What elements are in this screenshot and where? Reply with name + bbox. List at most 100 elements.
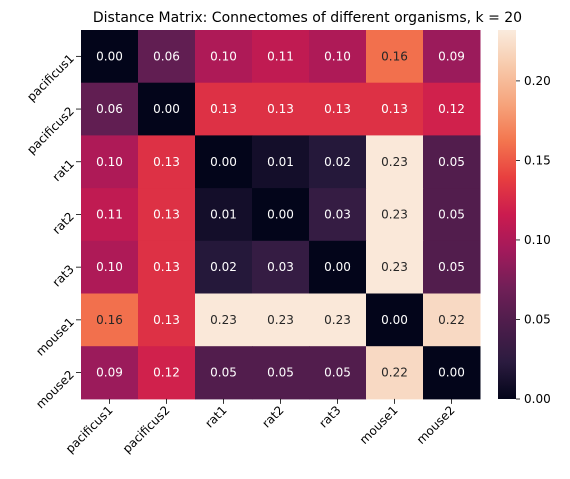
heatmap-cell <box>423 188 481 242</box>
heatmap-cell <box>309 293 367 347</box>
cell-value-label: 0.05 <box>438 207 465 221</box>
cell-value-label: 0.22 <box>438 313 465 327</box>
heatmap-cell <box>366 240 424 294</box>
cell-value-label: 0.23 <box>324 313 351 327</box>
heatmap-cell <box>195 135 253 189</box>
cell-value-label: 0.01 <box>210 207 237 221</box>
row-tick-label: mouse1 <box>33 315 77 359</box>
cell-value-label: 0.00 <box>153 102 180 116</box>
chart-title: Distance Matrix: Connectomes of differen… <box>93 10 522 26</box>
heatmap-cell <box>366 30 424 84</box>
cell-value-label: 0.13 <box>153 207 180 221</box>
heatmap-cell <box>309 240 367 294</box>
row-tick-label: pacificus1 <box>24 51 77 104</box>
cell-value-label: 0.13 <box>324 102 351 116</box>
row-tick-label: rat3 <box>50 262 77 289</box>
heatmap-cell <box>423 30 481 84</box>
cell-value-label: 0.10 <box>96 260 123 274</box>
cell-value-label: 0.12 <box>153 366 180 380</box>
heatmap-cell <box>138 82 196 136</box>
cell-value-label: 0.16 <box>96 313 123 327</box>
heatmap-cell <box>81 135 139 189</box>
heatmap-cell <box>195 30 253 84</box>
heatmap-cells: 0.00 0.06 0.10 0.11 0.10 0.16 0.09 0.06 0.00 0.13… <box>81 30 481 400</box>
cell-value-label: 0.05 <box>267 366 294 380</box>
heatmap-cell <box>366 346 424 400</box>
row-tick-label: rat2 <box>50 210 77 237</box>
heatmap-cell <box>366 188 424 242</box>
cell-value-label: 0.23 <box>381 260 408 274</box>
heatmap-cell <box>195 346 253 400</box>
cell-value-label: 0.23 <box>381 207 408 221</box>
cell-value-label: 0.22 <box>381 366 408 380</box>
heatmap-cell <box>309 30 367 84</box>
cell-value-label: 0.00 <box>267 207 294 221</box>
cell-value-label: 0.00 <box>381 313 408 327</box>
cell-value-label: 0.05 <box>210 366 237 380</box>
heatmap-cell <box>366 135 424 189</box>
heatmap-cell <box>423 346 481 400</box>
cell-value-label: 0.09 <box>96 366 123 380</box>
cell-value-label: 0.10 <box>210 49 237 63</box>
cell-value-label: 0.00 <box>324 260 351 274</box>
row-tick-label: rat1 <box>50 157 77 184</box>
cell-value-label: 0.05 <box>438 155 465 169</box>
cell-value-label: 0.01 <box>267 155 294 169</box>
heatmap-cell <box>252 188 310 242</box>
column-tick-label: mouse2 <box>414 403 458 447</box>
heatmap-cell <box>366 82 424 136</box>
heatmap-cell <box>195 82 253 136</box>
colorbar: 0.00 0.05 0.10 0.15 0.20 <box>498 30 551 406</box>
cell-value-label: 0.13 <box>267 102 294 116</box>
row-tick-label: pacificus2 <box>24 104 77 157</box>
heatmap-cell <box>252 30 310 84</box>
heatmap-cell <box>81 346 139 400</box>
cell-value-label: 0.11 <box>96 207 123 221</box>
column-tick-label: rat3 <box>316 403 343 430</box>
cell-value-label: 0.00 <box>96 49 123 63</box>
cell-value-label: 0.13 <box>153 260 180 274</box>
cell-value-label: 0.23 <box>210 313 237 327</box>
heatmap-cell <box>423 240 481 294</box>
cell-value-label: 0.00 <box>210 155 237 169</box>
cell-value-label: 0.13 <box>210 102 237 116</box>
heatmap-cell <box>138 30 196 84</box>
heatmap-cell <box>252 346 310 400</box>
heatmap-cell <box>81 30 139 84</box>
heatmap-cell <box>309 188 367 242</box>
cell-value-label: 0.06 <box>96 102 123 116</box>
heatmap-cell <box>309 82 367 136</box>
colorbar-tick-label: 0.05 <box>524 312 551 326</box>
cell-value-label: 0.13 <box>381 102 408 116</box>
heatmap-cell <box>309 135 367 189</box>
heatmap-cell <box>252 82 310 136</box>
heatmap-cell <box>423 135 481 189</box>
cell-value-label: 0.03 <box>267 260 294 274</box>
heatmap-cell <box>81 188 139 242</box>
cell-value-label: 0.05 <box>324 366 351 380</box>
heatmap-cell <box>81 293 139 347</box>
cell-value-label: 0.02 <box>324 155 351 169</box>
heatmap-cell <box>195 240 253 294</box>
heatmap-cell <box>423 293 481 347</box>
heatmap-cell <box>252 240 310 294</box>
heatmap-cell <box>81 240 139 294</box>
heatmap-cell <box>252 293 310 347</box>
colorbar-gradient <box>498 30 516 399</box>
colorbar-tick-label: 0.20 <box>524 74 551 88</box>
cell-value-label: 0.13 <box>153 313 180 327</box>
column-tick-label: mouse1 <box>357 403 401 447</box>
row-tick-label: mouse2 <box>33 368 77 412</box>
heatmap-cell <box>195 188 253 242</box>
colorbar-tick-label: 0.15 <box>524 153 551 167</box>
cell-value-label: 0.06 <box>153 49 180 63</box>
cell-value-label: 0.03 <box>324 207 351 221</box>
heatmap-cell <box>138 346 196 400</box>
column-tick-label: rat2 <box>259 403 286 430</box>
heatmap-cell <box>138 188 196 242</box>
colorbar-tick-label: 0.10 <box>524 233 551 247</box>
cell-value-label: 0.09 <box>438 49 465 63</box>
heatmap-cell <box>138 135 196 189</box>
